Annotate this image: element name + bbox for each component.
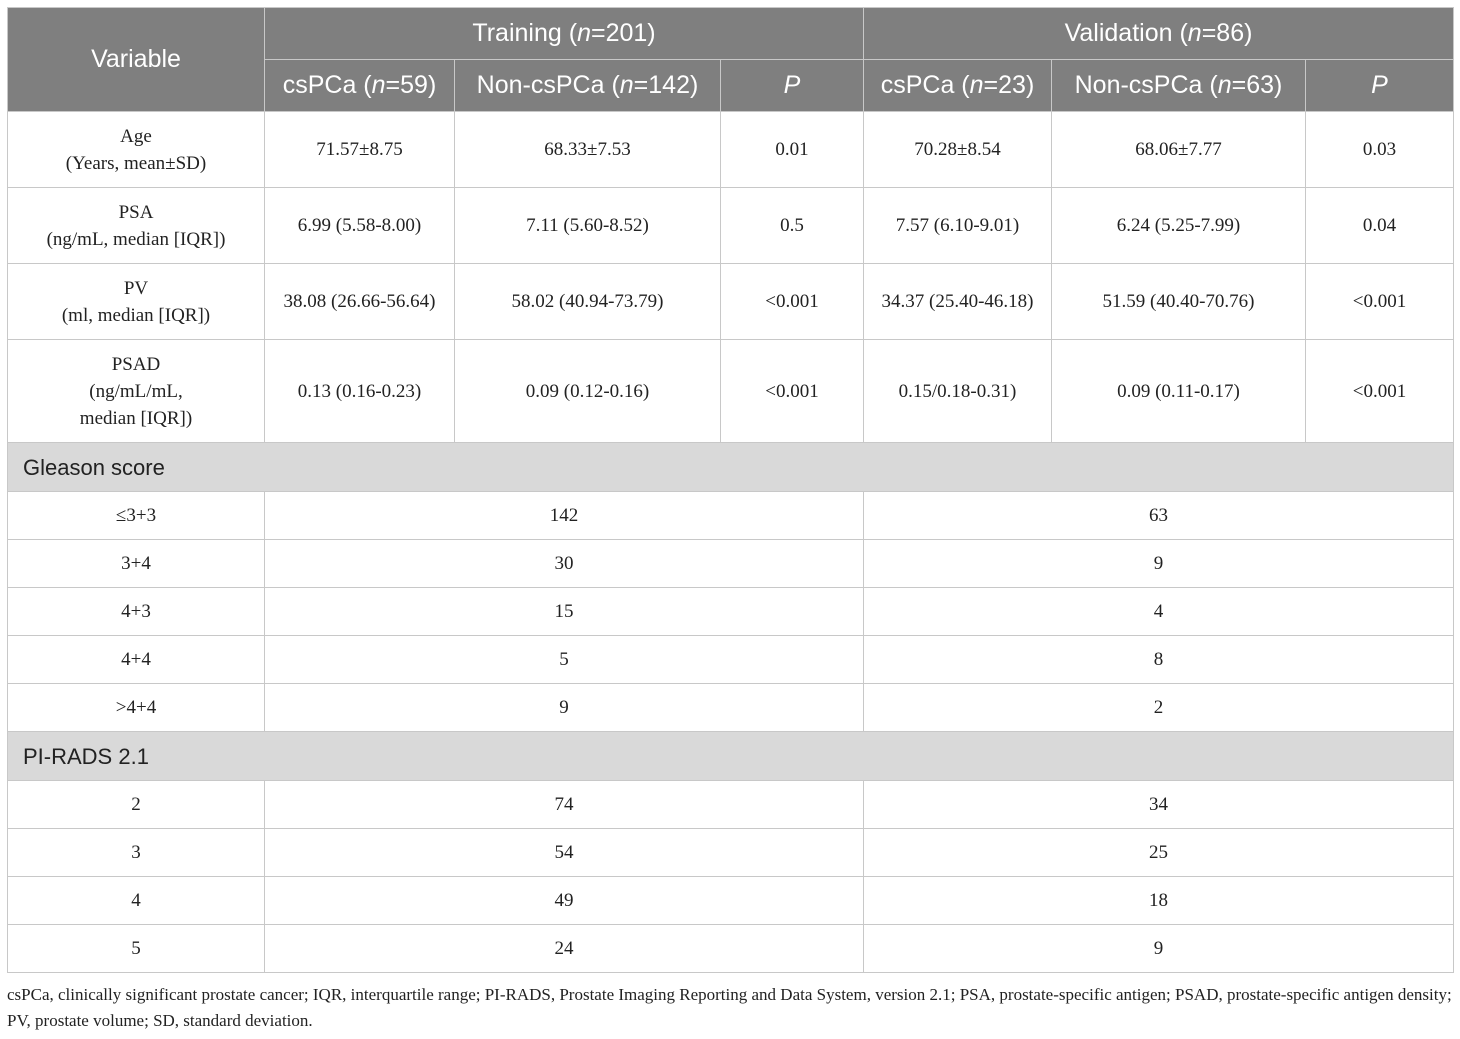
table-cell: 0.15/0.18-0.31) — [863, 339, 1052, 443]
subheader-training-p: P — [720, 59, 864, 112]
section-header-gleason: Gleason score — [7, 442, 1454, 492]
subheader-training-cspca: csPCa (n=59) — [264, 59, 455, 112]
table-cell: 9 — [863, 924, 1454, 973]
table-cell: 0.09 (0.12-0.16) — [454, 339, 721, 443]
data-table-container: Variable Training (n=201) Validation (n=… — [7, 7, 1454, 973]
row-label: 3 — [7, 828, 265, 877]
table-cell: 9 — [264, 683, 864, 732]
table-cell: 58.02 (40.94-73.79) — [454, 263, 721, 340]
table-cell: 34.37 (25.40-46.18) — [863, 263, 1052, 340]
row-label: 5 — [7, 924, 265, 973]
table-cell: 7.11 (5.60-8.52) — [454, 187, 721, 264]
table-cell: 68.06±7.77 — [1051, 111, 1306, 188]
table-cell: 142 — [264, 491, 864, 540]
row-label: 4+3 — [7, 587, 265, 636]
table-cell: 0.03 — [1305, 111, 1454, 188]
section-title: Gleason score — [7, 442, 1454, 492]
section-title: PI-RADS 2.1 — [7, 731, 1454, 781]
table-cell: 24 — [264, 924, 864, 973]
table-row: 5 24 9 — [7, 924, 1454, 973]
table-cell: <0.001 — [1305, 339, 1454, 443]
table-cell: 4 — [863, 587, 1454, 636]
header-validation: Validation (n=86) — [863, 7, 1454, 60]
subheader-training-noncspca: Non-csPCa (n=142) — [454, 59, 721, 112]
table-cell: 71.57±8.75 — [264, 111, 455, 188]
table-row: 4+3 15 4 — [7, 587, 1454, 636]
table-cell: 74 — [264, 780, 864, 829]
table-row-age: Age (Years, mean±SD) 71.57±8.75 68.33±7.5… — [7, 111, 1454, 188]
table-cell: 30 — [264, 539, 864, 588]
header-variable: Variable — [7, 7, 265, 112]
table-cell: 9 — [863, 539, 1454, 588]
table-cell: 38.08 (26.66-56.64) — [264, 263, 455, 340]
table-row: 2 74 34 — [7, 780, 1454, 829]
table-cell: 8 — [863, 635, 1454, 684]
section-header-pirads: PI-RADS 2.1 — [7, 731, 1454, 781]
subheader-validation-noncspca: Non-csPCa (n=63) — [1051, 59, 1306, 112]
table-cell: 34 — [863, 780, 1454, 829]
table-cell: 2 — [863, 683, 1454, 732]
table-cell: 49 — [264, 876, 864, 925]
table-row: 4+4 5 8 — [7, 635, 1454, 684]
table-cell: 51.59 (40.40-70.76) — [1051, 263, 1306, 340]
table-cell: 54 — [264, 828, 864, 877]
row-label: 2 — [7, 780, 265, 829]
row-label: >4+4 — [7, 683, 265, 732]
table-row: 3 54 25 — [7, 828, 1454, 877]
table-cell: <0.001 — [720, 339, 864, 443]
table-cell: 0.04 — [1305, 187, 1454, 264]
table-row-pv: PV (ml, median [IQR]) 38.08 (26.66-56.64)… — [7, 263, 1454, 340]
table-cell: 6.24 (5.25-7.99) — [1051, 187, 1306, 264]
table-cell: 18 — [863, 876, 1454, 925]
row-label: PV (ml, median [IQR]) — [7, 263, 265, 340]
table-cell: 7.57 (6.10-9.01) — [863, 187, 1052, 264]
row-label: PSA (ng/mL, median [IQR]) — [7, 187, 265, 264]
table-cell: 0.09 (0.11-0.17) — [1051, 339, 1306, 443]
table-cell: 0.13 (0.16-0.23) — [264, 339, 455, 443]
table-row-psad: PSAD (ng/mL/mL, median [IQR]) 0.13 (0.16-0… — [7, 339, 1454, 443]
table-cell: 25 — [863, 828, 1454, 877]
table-cell: 5 — [264, 635, 864, 684]
table-cell: 0.5 — [720, 187, 864, 264]
table-cell: 63 — [863, 491, 1454, 540]
row-label: PSAD (ng/mL/mL, median [IQR]) — [7, 339, 265, 443]
table-row: >4+4 9 2 — [7, 683, 1454, 732]
row-label: Age (Years, mean±SD) — [7, 111, 265, 188]
row-label: 4 — [7, 876, 265, 925]
table-cell: 70.28±8.54 — [863, 111, 1052, 188]
header-training: Training (n=201) — [264, 7, 864, 60]
table-cell: 0.01 — [720, 111, 864, 188]
table-row: ≤3+3 142 63 — [7, 491, 1454, 540]
characteristics-table: Variable Training (n=201) Validation (n=… — [7, 7, 1454, 973]
subheader-validation-cspca: csPCa (n=23) — [863, 59, 1052, 112]
table-cell: 68.33±7.53 — [454, 111, 721, 188]
table-row-psa: PSA (ng/mL, median [IQR]) 6.99 (5.58-8.00… — [7, 187, 1454, 264]
subheader-validation-p: P — [1305, 59, 1454, 112]
table-cell: <0.001 — [720, 263, 864, 340]
row-label: ≤3+3 — [7, 491, 265, 540]
table-cell: <0.001 — [1305, 263, 1454, 340]
table-cell: 15 — [264, 587, 864, 636]
table-footnote: csPCa, clinically significant prostate c… — [7, 985, 1452, 1030]
table-cell: 6.99 (5.58-8.00) — [264, 187, 455, 264]
table-row: 3+4 30 9 — [7, 539, 1454, 588]
table-row: 4 49 18 — [7, 876, 1454, 925]
row-label: 4+4 — [7, 635, 265, 684]
row-label: 3+4 — [7, 539, 265, 588]
